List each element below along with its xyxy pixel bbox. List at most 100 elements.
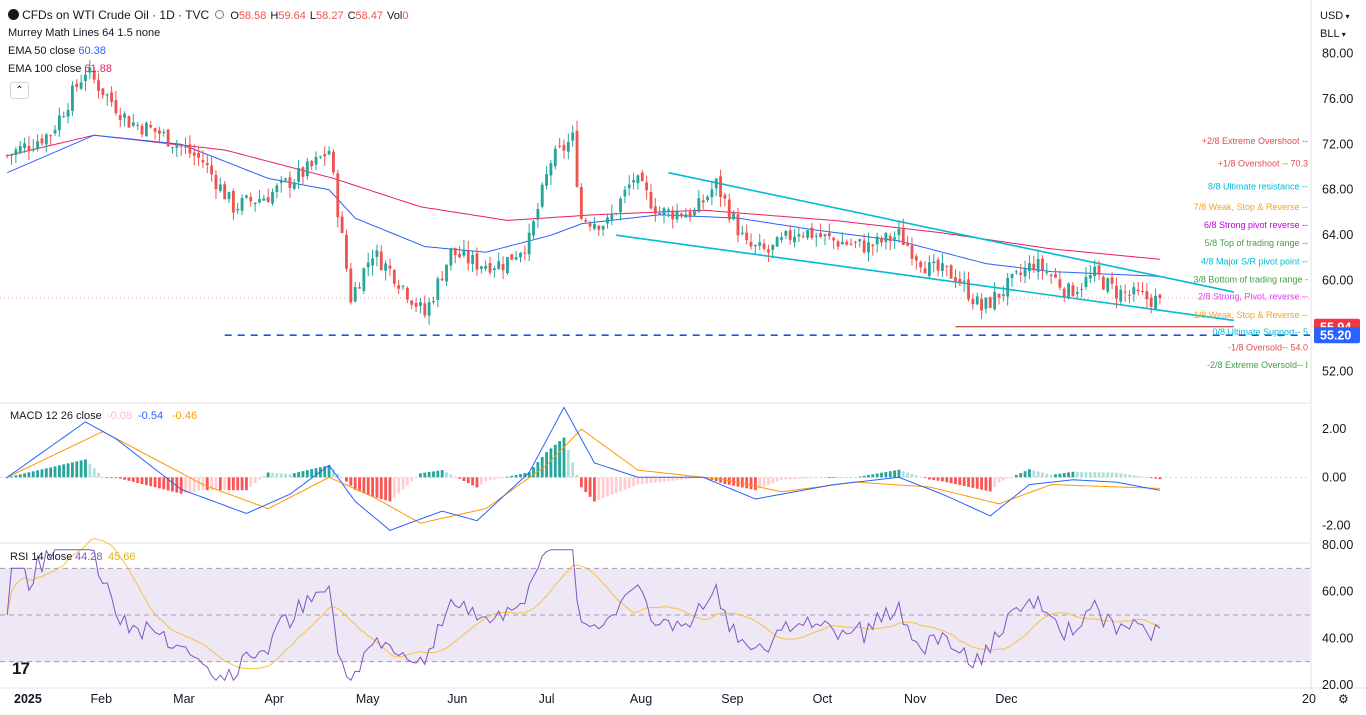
macd-histogram-bar (936, 477, 940, 481)
macd-histogram-bar (475, 477, 479, 488)
tradingview-logo[interactable]: 17 (12, 659, 30, 679)
macd-histogram-bar (440, 470, 444, 478)
candle-body (536, 208, 540, 220)
candle-body (57, 115, 61, 131)
macd-histogram-bar (53, 466, 57, 478)
macd-histogram-bar (597, 477, 601, 500)
macd-histogram-bar (671, 477, 675, 481)
candle-body (601, 226, 605, 230)
candle-body (1045, 272, 1049, 274)
macd-histogram-bar (897, 469, 901, 478)
candle-body (240, 197, 244, 211)
macd-histogram-bar (632, 477, 635, 487)
macd-histogram-bar (279, 473, 283, 478)
candle-body (579, 187, 583, 219)
macd-histogram-bar (619, 477, 622, 492)
candle-body (110, 92, 113, 102)
macd-histogram-bar (436, 470, 440, 478)
candle-body (449, 248, 453, 266)
macd-histogram-bar (405, 477, 409, 486)
indicator-legend-row[interactable]: Murrey Math Lines 64 1.5 none (8, 27, 160, 39)
candle-body (558, 145, 562, 147)
ohlc-c: C58.47 (348, 10, 383, 22)
macd-histogram-bar (506, 476, 509, 478)
chevron-down-icon: ▾ (1343, 12, 1350, 21)
macd-histogram-bar (514, 474, 518, 478)
macd-histogram-bar (893, 470, 896, 478)
rsi-band (0, 568, 1310, 662)
macd-histogram-bar (175, 477, 179, 493)
candle-body (366, 262, 370, 268)
candle-body (301, 167, 305, 177)
collapse-legend-button[interactable]: ⌃ (10, 82, 29, 99)
unit-selector[interactable]: BLL ▾ (1320, 28, 1346, 40)
indicator-legend-row[interactable]: EMA 100 close 61.88 (8, 63, 112, 75)
symbol-title[interactable]: CFDs on WTI Crude Oil · 1D · TVC (22, 8, 210, 22)
ohlc-value: 58.58 (238, 10, 267, 22)
candle-body (671, 210, 675, 220)
macd-histogram-bar (210, 477, 214, 491)
unit-label[interactable]: BLL (1320, 28, 1340, 40)
candle-body (162, 131, 166, 134)
ohlc-values: O58.58 H59.64 L58.27 C58.47 Vol0 (230, 10, 412, 22)
macd-histogram-bar (140, 477, 144, 485)
candle-body (666, 209, 670, 212)
candle-body (523, 252, 527, 254)
candle-body (375, 250, 379, 257)
candle-body (105, 94, 109, 96)
macd-histogram-bar (240, 477, 244, 491)
candle-body (849, 243, 853, 245)
candle-body (197, 152, 200, 158)
macd-histogram-bar (1058, 473, 1062, 478)
candle-body (1049, 274, 1053, 276)
currency-selector[interactable]: USD ▾ (1320, 10, 1349, 22)
indicator-legend-row[interactable]: EMA 50 close 60.38 (8, 45, 106, 57)
symbol-logo-icon[interactable] (8, 9, 19, 20)
indicator-label[interactable]: Murrey Math Lines 64 1.5 none (8, 27, 161, 39)
macd-histogram-bar (110, 477, 113, 479)
macd-histogram-bar (31, 471, 35, 478)
candle-body (749, 241, 753, 247)
candle-body (888, 235, 892, 242)
macd-histogram-bar (414, 477, 418, 479)
macd-histogram-bar (1088, 472, 1092, 478)
macd-histogram-bar (949, 477, 953, 484)
macd-histogram-bar (740, 477, 744, 488)
macd-histogram-bar (762, 477, 766, 487)
candle-body (462, 249, 466, 256)
candle-body (445, 264, 448, 282)
macd-histogram-bar (1097, 472, 1101, 478)
macd-histogram-bar (858, 476, 862, 478)
chevron-down-icon: ▾ (1339, 30, 1346, 39)
macd-histogram-bar (266, 472, 270, 478)
macd-histogram-bar (153, 477, 157, 488)
candle-body (1084, 276, 1088, 288)
candle-body (1080, 288, 1084, 290)
candle-body (871, 244, 875, 247)
candle-body (358, 287, 361, 289)
murrey-level-label: -2/8 Extreme Oversold-- I (1207, 360, 1308, 370)
macd-histogram-bar (340, 477, 344, 479)
macd-histogram-bar (932, 477, 936, 481)
macd-histogram-bar (653, 477, 657, 483)
candle-body (610, 213, 614, 220)
macd-histogram-bar (1041, 472, 1044, 478)
indicator-label[interactable]: EMA 50 close (8, 45, 76, 57)
macd-histogram-bar (810, 477, 814, 479)
candle-body (1058, 279, 1062, 288)
macd-histogram-bar (575, 474, 579, 478)
macd-histogram-bar (484, 477, 488, 482)
currency-label[interactable]: USD (1320, 10, 1344, 22)
ohlc-h: H59.64 (270, 10, 305, 22)
ohlc-vol: Vol0 (387, 10, 408, 22)
macd-histogram-bar (984, 477, 988, 491)
macd-histogram-bar (127, 477, 131, 481)
macd-histogram-bar (288, 474, 292, 478)
ohlc-key: Vol (387, 10, 403, 22)
macd-histogram-bar (105, 477, 109, 479)
macd-histogram-bar (419, 473, 422, 478)
indicator-label[interactable]: EMA 100 close (8, 63, 82, 75)
settings-icon[interactable]: ⚙ (1338, 692, 1349, 706)
macd-histogram-bar (271, 472, 274, 478)
